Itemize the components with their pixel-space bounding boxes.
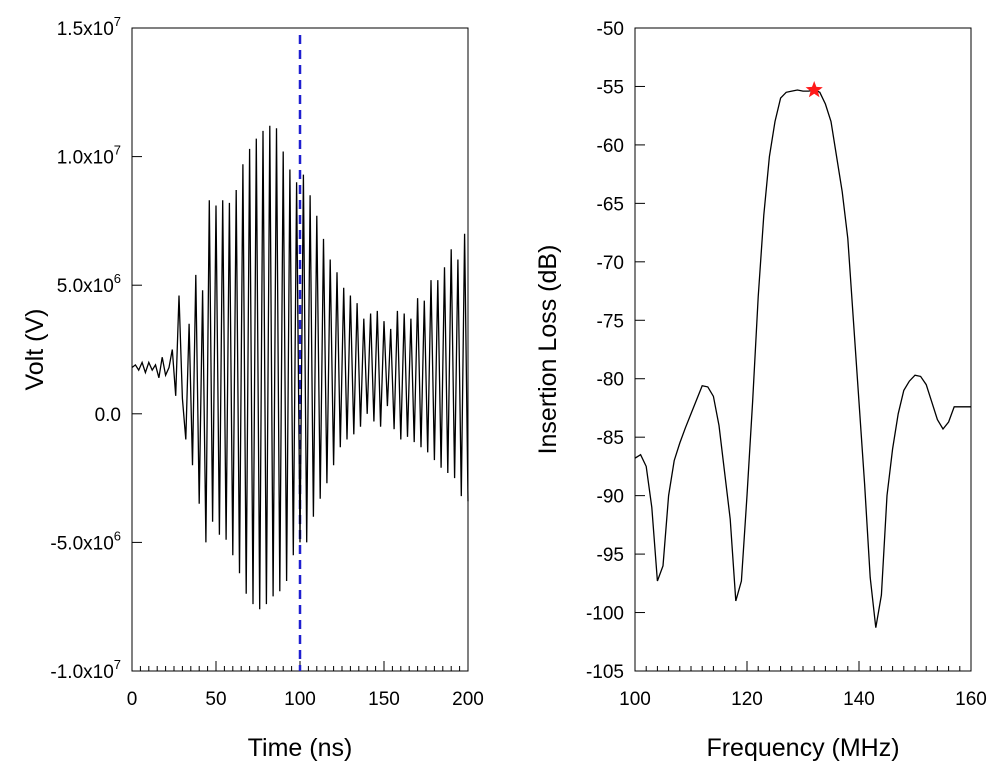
x-axis-ticks-frequency: 100 120 140 160 xyxy=(619,661,987,710)
x-axis-title-time: Time (ns) xyxy=(248,734,353,762)
y-tick-label: -5.0x106 xyxy=(50,528,121,554)
x-tick-label: 140 xyxy=(843,689,875,710)
y-tick-label: -55 xyxy=(597,77,624,98)
y-tick-label: 1.0x107 xyxy=(57,143,121,169)
y-tick-label: -75 xyxy=(597,311,624,332)
y-axis-title-insertion-loss: Insertion Loss (dB) xyxy=(534,245,562,455)
y-axis-ticks-insertion-loss: -50 -55 -60 -65 -70 -75 -80 -85 -90 -95 -100 -105 xyxy=(586,19,645,683)
frequency-domain-panel: 100 120 140 160 -50 -55 -60 -65 -70 -75 -80 -85 -90… xyxy=(534,19,987,762)
y-tick-label: 5.0x106 xyxy=(57,271,121,297)
x-tick-label: 120 xyxy=(731,689,763,710)
y-tick-label: -60 xyxy=(597,136,624,157)
plot-frame-time xyxy=(131,27,469,672)
y-tick-label: -80 xyxy=(597,370,624,391)
peak-star-marker xyxy=(805,81,823,98)
y-tick-label: -90 xyxy=(597,487,624,508)
minor-ticks-frequency xyxy=(634,666,972,671)
plot-frame-frequency xyxy=(634,27,972,672)
x-tick-label: 200 xyxy=(452,689,484,710)
x-tick-label: 100 xyxy=(284,689,316,710)
y-tick-label: -100 xyxy=(586,604,624,625)
y-tick-label: -70 xyxy=(597,253,624,274)
x-tick-label: 160 xyxy=(955,689,987,710)
y-tick-label: 0.0 xyxy=(95,405,121,426)
y-tick-label: -85 xyxy=(597,428,624,449)
y-tick-label: -50 xyxy=(597,19,624,40)
x-tick-label: 0 xyxy=(127,689,138,710)
y-tick-label: -1.0x107 xyxy=(50,657,121,683)
y-axis-ticks-volt: 1.5x107 1.0x107 5.0x106 0.0 -5.0x106 -1.0x107 xyxy=(50,14,142,683)
y-tick-label: -65 xyxy=(597,194,624,215)
minor-ticks-time xyxy=(131,666,469,671)
x-axis-title-frequency: Frequency (MHz) xyxy=(706,734,899,762)
x-tick-label: 150 xyxy=(368,689,400,710)
x-tick-label: 50 xyxy=(205,689,226,710)
voltage-waveform-line xyxy=(131,125,469,610)
x-tick-label: 100 xyxy=(619,689,651,710)
y-tick-label: -95 xyxy=(597,545,624,566)
time-domain-panel: 0 50 100 150 200 1.5x107 1.0x107 5.0x106 0.0 -5.… xyxy=(21,14,484,762)
y-axis-title-volt: Volt (V) xyxy=(21,309,49,391)
x-axis-ticks-time: 0 50 100 150 200 xyxy=(127,661,484,710)
insertion-loss-line xyxy=(634,89,971,628)
y-tick-label: 1.5x107 xyxy=(57,14,121,40)
y-tick-label: -105 xyxy=(586,662,624,683)
